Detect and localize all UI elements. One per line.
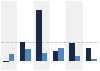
Bar (83, 1, 99, 70)
Bar (66, 1, 83, 70)
Bar (25, 49, 31, 61)
Bar (75, 56, 80, 61)
Bar (58, 48, 64, 61)
Bar (53, 51, 58, 61)
Bar (42, 53, 47, 61)
Bar (20, 42, 25, 61)
Bar (17, 1, 34, 70)
Bar (4, 61, 9, 62)
Bar (91, 59, 96, 61)
Bar (34, 1, 50, 70)
Bar (9, 54, 14, 61)
Bar (36, 10, 42, 61)
Bar (50, 1, 66, 70)
Bar (69, 43, 75, 61)
Bar (86, 48, 91, 61)
Bar (1, 1, 17, 70)
